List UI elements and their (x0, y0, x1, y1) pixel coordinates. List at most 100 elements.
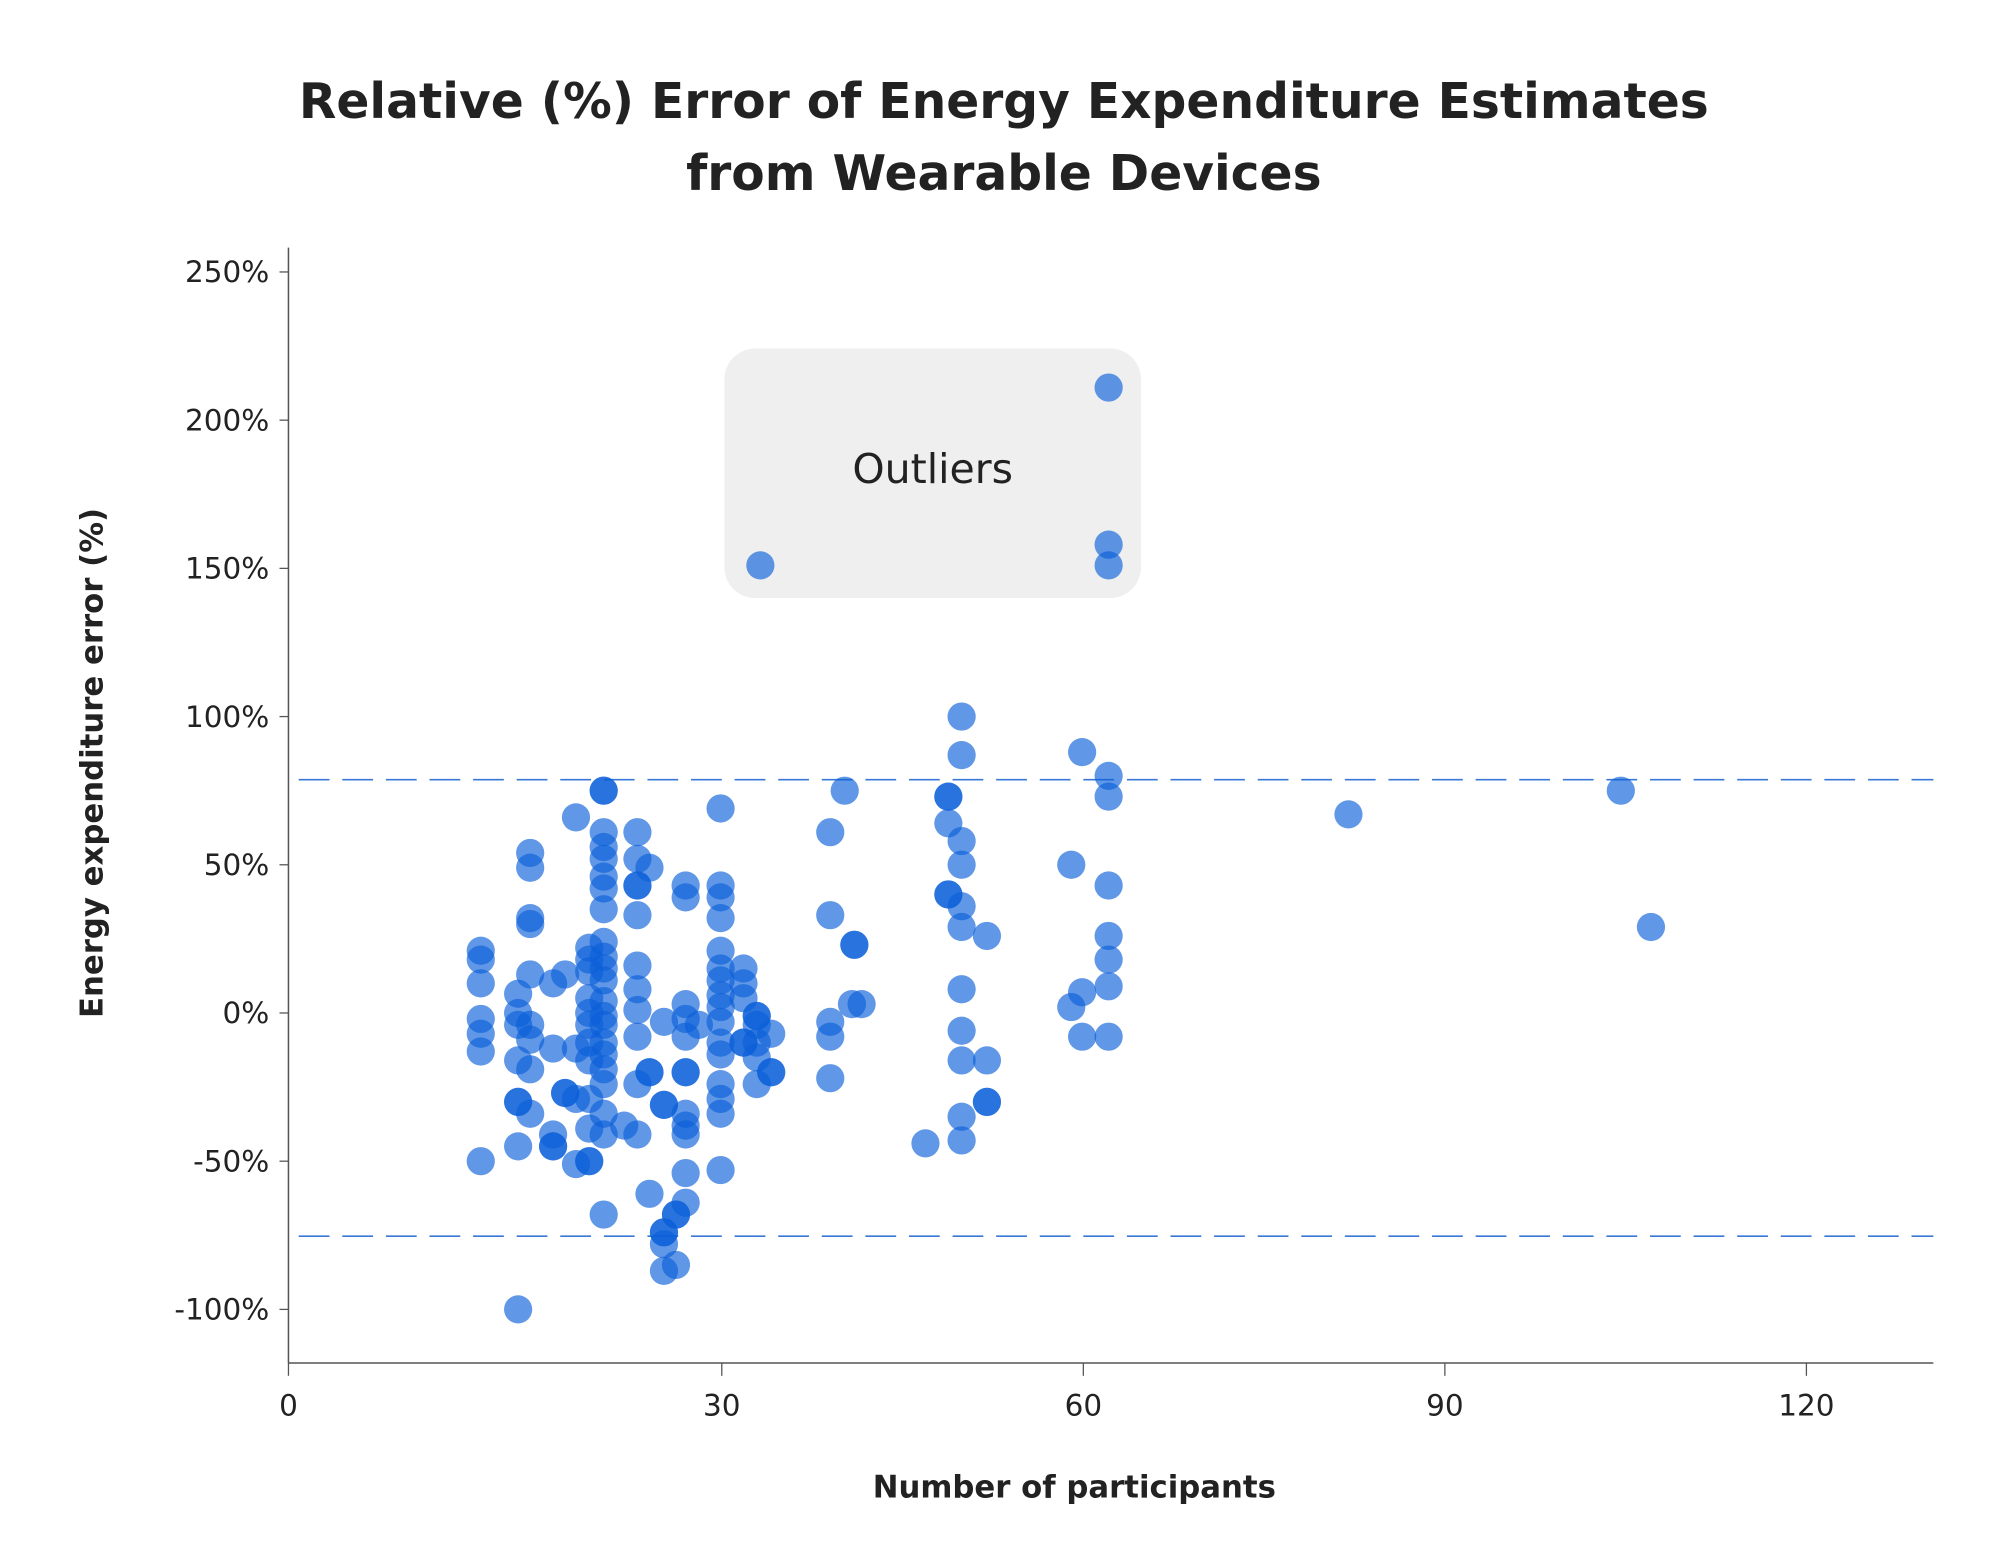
data-point (589, 1200, 618, 1229)
data-point (1094, 551, 1123, 580)
data-point (516, 1025, 545, 1054)
data-point (1334, 800, 1363, 829)
y-tick-label: -100% (174, 1293, 269, 1327)
y-tick-label: 100% (185, 700, 269, 734)
data-point (623, 818, 652, 847)
x-axis-ticks: 0 30 60 90 120 (279, 1362, 1835, 1423)
x-tick-label: 120 (1778, 1389, 1834, 1423)
x-axis-label: Number of participants (873, 1470, 1276, 1506)
data-point (947, 1016, 976, 1045)
data-point (516, 960, 545, 989)
data-point (1094, 373, 1123, 402)
data-point (1057, 850, 1086, 879)
y-tick-label: 50% (204, 848, 270, 882)
chart-title-line-1: Relative (%) Error of Energy Expenditure… (299, 74, 1709, 130)
data-point (589, 895, 618, 924)
chart-title-line-2: from Wearable Devices (686, 146, 1321, 202)
data-point (516, 1099, 545, 1128)
data-point (466, 969, 495, 998)
data-point (911, 1129, 940, 1158)
data-point (1068, 978, 1097, 1007)
data-point (623, 951, 652, 980)
data-point (947, 702, 976, 731)
data-point (671, 1188, 700, 1217)
outliers-label: Outliers (852, 445, 1013, 493)
x-tick-label: 60 (1065, 1389, 1103, 1423)
data-point (671, 883, 700, 912)
data-point (947, 1126, 976, 1155)
data-points (466, 373, 1666, 1324)
data-point (757, 1058, 786, 1087)
data-point (706, 794, 735, 823)
data-point (623, 1022, 652, 1051)
x-tick-label: 0 (279, 1389, 298, 1423)
data-point (1068, 738, 1097, 767)
data-point (816, 901, 845, 930)
data-point (816, 1022, 845, 1051)
data-point (947, 1102, 976, 1131)
data-point (840, 930, 869, 959)
x-tick-label: 30 (703, 1389, 741, 1423)
data-point (623, 1120, 652, 1149)
data-point (1094, 782, 1123, 811)
data-point (466, 1147, 495, 1176)
y-axis-label: Energy expenditure error (%) (75, 508, 111, 1018)
data-point (1094, 1022, 1123, 1051)
data-point (1094, 945, 1123, 974)
data-point (746, 551, 775, 580)
data-point (1094, 871, 1123, 900)
data-point (649, 1090, 679, 1119)
data-point (504, 1132, 533, 1161)
y-tick-label: 0% (222, 996, 269, 1030)
y-tick-label: 200% (185, 403, 269, 437)
data-point (1606, 776, 1635, 805)
data-point (947, 912, 976, 942)
data-point (538, 1034, 568, 1063)
data-point (538, 1132, 568, 1161)
y-tick-label: 250% (185, 255, 269, 289)
data-point (589, 1099, 618, 1128)
data-point (947, 1046, 976, 1075)
data-point (589, 874, 618, 903)
data-point (972, 921, 1002, 951)
data-point (466, 1037, 495, 1066)
data-point (671, 1158, 700, 1188)
data-point (947, 892, 976, 921)
data-point (635, 853, 664, 882)
data-point (623, 995, 652, 1025)
data-point (830, 776, 859, 805)
data-point (706, 1099, 735, 1128)
data-point (816, 818, 845, 847)
data-point (575, 1147, 604, 1176)
data-point (706, 1040, 735, 1069)
data-point (671, 1120, 700, 1149)
reference-lines (298, 778, 1934, 1238)
data-point (516, 909, 545, 939)
data-point (684, 1010, 713, 1039)
data-point (1094, 530, 1123, 559)
data-point (972, 1046, 1002, 1075)
data-point (466, 945, 495, 974)
data-point (635, 1058, 664, 1087)
data-point (671, 1058, 700, 1087)
data-point (947, 850, 976, 879)
data-point (972, 1087, 1002, 1117)
data-point (1094, 972, 1123, 1001)
data-point (1094, 761, 1123, 790)
data-point (1068, 1022, 1097, 1051)
data-point (706, 1155, 735, 1185)
data-point (504, 1295, 533, 1324)
outliers-annotation: Outliers (724, 348, 1142, 599)
data-point (589, 966, 618, 995)
data-point (635, 1179, 664, 1208)
data-point (1094, 921, 1123, 951)
data-point (516, 1055, 545, 1084)
data-point (706, 1007, 735, 1036)
data-point (947, 741, 976, 770)
outliers-box (724, 348, 1142, 599)
data-point (947, 826, 976, 856)
data-point (837, 989, 867, 1019)
data-point (757, 1019, 786, 1048)
data-point (934, 782, 963, 811)
